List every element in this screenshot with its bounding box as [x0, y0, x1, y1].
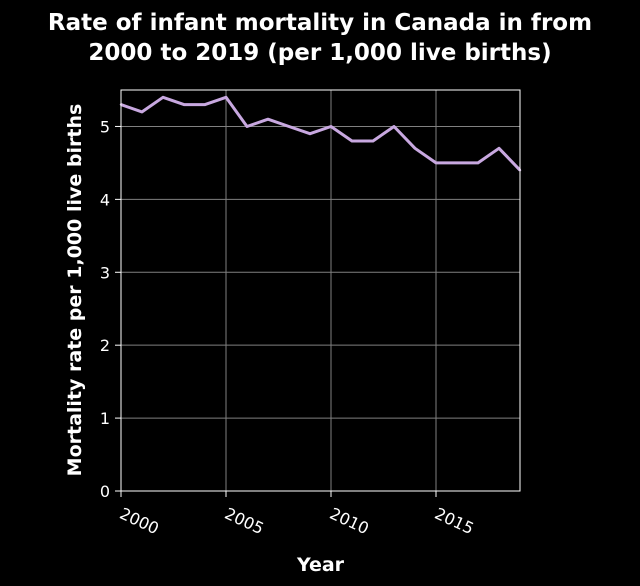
data-point	[161, 96, 165, 99]
y-tick-label: 4	[100, 190, 110, 209]
x-tick-label: 2015	[432, 504, 477, 538]
tick-labels: 2000 2005 2010 2015 0 1 2 3 4 5	[100, 117, 477, 538]
data-point	[182, 103, 186, 106]
x-tick-label: 2005	[222, 504, 267, 538]
data-point	[455, 161, 459, 165]
data-point	[287, 125, 291, 128]
x-tick-label: 2010	[327, 504, 372, 538]
x-tick-label: 2000	[117, 504, 162, 538]
y-tick-label: 3	[100, 263, 110, 282]
y-tick-label: 0	[100, 482, 110, 501]
data-point	[245, 125, 249, 128]
data-point	[497, 147, 501, 150]
data-point	[329, 125, 333, 128]
y-tick-label: 1	[100, 409, 110, 428]
data-point	[140, 110, 144, 114]
data-point	[371, 139, 375, 143]
chart-title-line-2: 2000 to 2019 (per 1,000 live births)	[88, 40, 551, 66]
data-point	[413, 147, 417, 150]
y-tick-label: 5	[100, 117, 110, 136]
gridlines	[120, 90, 520, 492]
data-point	[434, 161, 438, 165]
chart-title: Rate of infant mortality in Canada in fr…	[48, 10, 592, 66]
y-tick-label: 2	[100, 336, 110, 355]
data-point	[350, 139, 354, 143]
series-line	[120, 95, 522, 172]
data-point	[266, 117, 270, 121]
data-point	[203, 103, 207, 106]
x-axis-label: Year	[296, 554, 345, 576]
y-axis-label: Mortality rate per 1,000 live births	[64, 104, 86, 477]
series-layer	[119, 95, 522, 172]
plot-area-frame	[120, 89, 521, 492]
data-point	[224, 96, 228, 99]
data-point	[308, 132, 312, 135]
data-point	[476, 161, 480, 165]
data-point	[392, 125, 396, 128]
chart-title-line-1: Rate of infant mortality in Canada in fr…	[48, 10, 592, 36]
